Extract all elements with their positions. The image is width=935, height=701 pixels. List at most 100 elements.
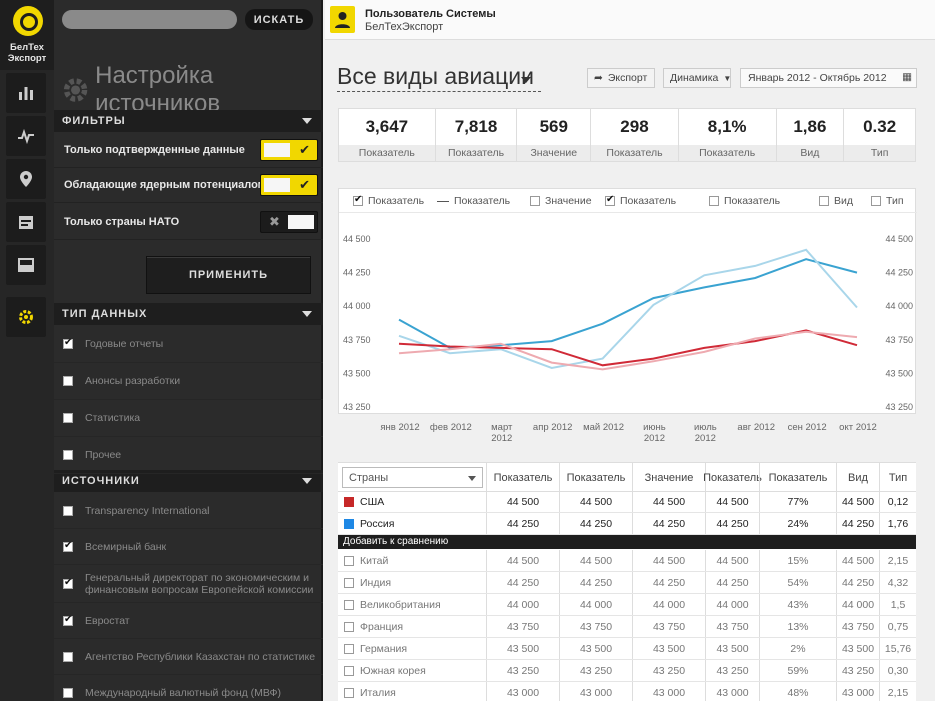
column-header[interactable]: Показатель <box>486 463 559 492</box>
country-select[interactable]: Страны <box>342 467 483 488</box>
source-item[interactable]: Генеральный директорат по экономическим … <box>54 565 323 603</box>
table-row[interactable]: Франция 43 750 43 750 43 750 43 750 13% 43 750… <box>338 616 916 638</box>
checkbox[interactable] <box>605 194 615 206</box>
source-item[interactable]: Агентство Республики Казахстан по статис… <box>54 639 323 675</box>
sources-header[interactable]: ИСТОЧНИКИ <box>54 470 323 492</box>
settings-sidebar: ИСКАТЬ Настройка источников ФИЛЬТРЫ Толь… <box>54 0 323 701</box>
gear-icon[interactable] <box>6 297 46 337</box>
datatype-label: Статистика <box>85 412 141 424</box>
source-item[interactable]: Всемирный банк <box>54 529 323 565</box>
legend-item[interactable]: Показатель <box>709 195 780 207</box>
export-button[interactable]: ➦ Экспорт <box>587 68 655 88</box>
column-header[interactable]: Показатель <box>703 463 762 492</box>
checkbox[interactable] <box>63 450 73 460</box>
column-header[interactable]: Показатель <box>759 463 836 492</box>
table-cell: 43 250 <box>559 660 632 681</box>
checkbox[interactable] <box>344 643 354 654</box>
series-line[interactable] <box>398 248 858 370</box>
legend-item[interactable]: Значение <box>530 195 592 207</box>
mode-select[interactable]: Динамика ▼ <box>663 68 731 88</box>
checkbox[interactable] <box>63 413 73 423</box>
datatype-item[interactable]: Прочее <box>54 437 323 474</box>
table-row[interactable]: Германия 43 500 43 500 43 500 43 500 2% 43 500… <box>338 638 916 660</box>
search-input[interactable] <box>62 10 237 29</box>
checkbox[interactable] <box>63 651 73 662</box>
apply-button[interactable]: ПРИМЕНИТЬ <box>146 256 311 294</box>
search-button[interactable]: ИСКАТЬ <box>245 9 313 30</box>
stat-value: 8,1% <box>707 117 747 136</box>
page-title[interactable]: Все виды авиации <box>337 63 534 89</box>
table-row[interactable]: Италия 43 000 43 000 43 000 43 000 48% 43 000 2… <box>338 682 916 701</box>
filters-header[interactable]: ФИЛЬТРЫ <box>54 110 323 132</box>
datatype-item[interactable]: Анонсы разработки <box>54 363 323 400</box>
checkbox[interactable] <box>353 194 363 206</box>
column-header[interactable]: Значение <box>632 463 705 492</box>
checkbox[interactable] <box>344 621 354 632</box>
checkbox[interactable] <box>344 518 354 529</box>
activity-icon[interactable] <box>6 116 46 156</box>
checkbox[interactable] <box>344 577 354 588</box>
legend-item[interactable]: Вид <box>819 195 853 207</box>
checkbox[interactable] <box>63 577 73 589</box>
date-range-input[interactable]: Январь 2012 - Октябрь 2012 ▦ <box>740 68 917 88</box>
toggle-switch[interactable]: ✔ <box>260 174 318 196</box>
table-row[interactable]: Россия 44 250 44 250 44 250 44 250 24% 44 250 1… <box>338 513 916 535</box>
stat-label: Показатель <box>591 145 678 161</box>
table-cell: 44 000 <box>836 594 879 615</box>
table-row[interactable]: Китай 44 500 44 500 44 500 44 500 15% 44 500 2,… <box>338 550 916 572</box>
x-tick: май 2012 <box>583 422 624 433</box>
datatype-item[interactable]: Статистика <box>54 400 323 437</box>
legend-item[interactable]: Показатель <box>437 195 510 207</box>
checkbox[interactable] <box>63 614 73 626</box>
source-item[interactable]: Transparency International <box>54 493 323 529</box>
checkbox[interactable] <box>344 665 354 676</box>
checkbox[interactable] <box>63 505 73 516</box>
column-header[interactable]: Тип <box>879 463 916 492</box>
source-item[interactable]: Международный валютный фонд (МВФ) <box>54 675 323 701</box>
datatype-header[interactable]: ТИП ДАННЫХ <box>54 303 323 325</box>
checkbox[interactable] <box>63 376 73 386</box>
table-cell: 43 000 <box>705 682 759 701</box>
datatype-item[interactable]: Годовые отчеты <box>54 326 323 363</box>
table-cell: 0,12 <box>879 491 916 512</box>
table-row[interactable]: Южная корея 43 250 43 250 43 250 43 250 59% 43… <box>338 660 916 682</box>
inbox-icon[interactable] <box>6 245 46 285</box>
legend-item[interactable]: Показатель <box>605 194 676 207</box>
stat-label: Показатель <box>339 145 435 161</box>
table-row[interactable]: Великобритания 44 000 44 000 44 000 44 000 43… <box>338 594 916 616</box>
legend-item[interactable]: Тип <box>871 195 904 207</box>
toggle-switch[interactable]: ✔ <box>260 139 318 161</box>
source-label: Агентство Республики Казахстан по статис… <box>85 650 316 663</box>
source-item[interactable]: Евростат <box>54 603 323 639</box>
toggle-switch[interactable]: ✖ <box>260 211 318 233</box>
checkbox[interactable] <box>871 196 881 206</box>
checkbox[interactable] <box>63 540 73 552</box>
chevron-down-icon[interactable] <box>521 77 531 83</box>
checkbox[interactable] <box>344 496 354 507</box>
table-cell: 44 000 <box>559 594 632 615</box>
checkbox[interactable] <box>344 687 354 698</box>
datatype-label: Годовые отчеты <box>85 338 164 350</box>
calendar-icon[interactable] <box>6 202 46 242</box>
user-icon[interactable] <box>330 6 355 33</box>
column-header[interactable]: Вид <box>836 463 879 492</box>
table-row[interactable]: Индия 44 250 44 250 44 250 44 250 54% 44 250 4,… <box>338 572 916 594</box>
checkbox[interactable] <box>819 196 829 206</box>
checkbox[interactable] <box>344 599 354 610</box>
checkbox[interactable] <box>63 337 73 349</box>
logo[interactable]: БелТех Экспорт <box>0 0 54 70</box>
series-line[interactable] <box>398 330 858 371</box>
table-cell: 44 500 <box>836 491 879 512</box>
checkbox[interactable] <box>530 196 540 206</box>
checkbox[interactable] <box>709 196 719 206</box>
close-icon: ✖ <box>269 214 280 229</box>
table-row[interactable]: США 44 500 44 500 44 500 44 500 77% 44 500 0,12 <box>338 491 916 513</box>
bar-chart-icon[interactable] <box>6 73 46 113</box>
legend-item[interactable]: Показатель <box>353 194 424 207</box>
user-name[interactable]: Пользователь Системы <box>365 8 496 20</box>
checkbox[interactable] <box>344 555 354 566</box>
x-tick: янв 2012 <box>380 422 420 433</box>
checkbox[interactable] <box>63 687 73 698</box>
column-header[interactable]: Показатель <box>559 463 632 492</box>
map-pin-icon[interactable] <box>6 159 46 199</box>
